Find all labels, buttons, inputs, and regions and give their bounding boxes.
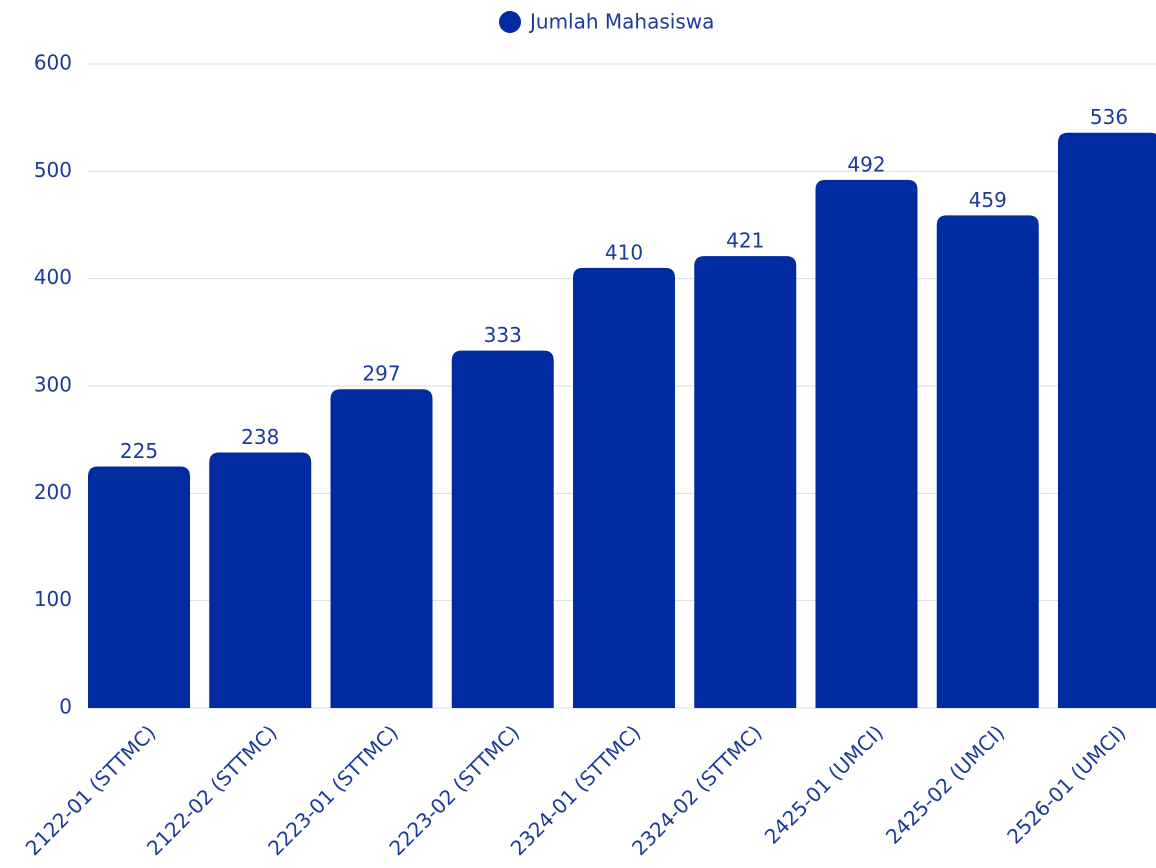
x-tick-label: 2122-02 (STTMC) — [142, 720, 282, 860]
bar — [451, 350, 554, 708]
bar — [573, 267, 675, 708]
x-tick-label: 2324-02 (STTMC) — [627, 720, 767, 860]
bar — [815, 179, 918, 709]
legend-label: Jumlah Mahasiswa — [528, 10, 714, 34]
value-label: 238 — [241, 425, 279, 449]
bar — [209, 452, 312, 708]
value-label: 410 — [605, 240, 643, 264]
y-tick-label: 300 — [34, 373, 72, 397]
bar — [330, 389, 433, 708]
bar — [88, 466, 190, 708]
legend-swatch — [499, 11, 521, 33]
x-tick-label: 2223-01 (STTMC) — [263, 720, 403, 860]
y-tick-label: 400 — [34, 265, 72, 289]
x-tick-label: 2223-02 (STTMC) — [384, 720, 524, 860]
x-tick-label: 2425-02 (UMCI) — [881, 720, 1009, 848]
value-label: 421 — [726, 229, 764, 253]
value-label: 536 — [1090, 105, 1128, 129]
x-tick-label: 2425-01 (UMCI) — [760, 720, 888, 848]
bar — [694, 256, 797, 708]
y-tick-label: 200 — [34, 480, 72, 504]
bar — [1058, 132, 1156, 708]
x-tick-label: 2122-01 (STTMC) — [21, 720, 161, 860]
x-tick-label: 2324-01 (STTMC) — [506, 720, 646, 860]
x-tick-label: 2526-01 (UMCI) — [1002, 720, 1130, 848]
value-label: 225 — [120, 439, 158, 463]
value-label: 459 — [969, 188, 1007, 212]
y-tick-label: 100 — [34, 587, 72, 611]
y-tick-label: 500 — [34, 158, 72, 182]
y-tick-label: 600 — [34, 51, 72, 75]
bar — [936, 215, 1039, 708]
value-label: 297 — [362, 362, 400, 386]
value-label: 492 — [847, 152, 885, 176]
value-label: 333 — [484, 323, 522, 347]
y-tick-label: 0 — [59, 695, 72, 719]
